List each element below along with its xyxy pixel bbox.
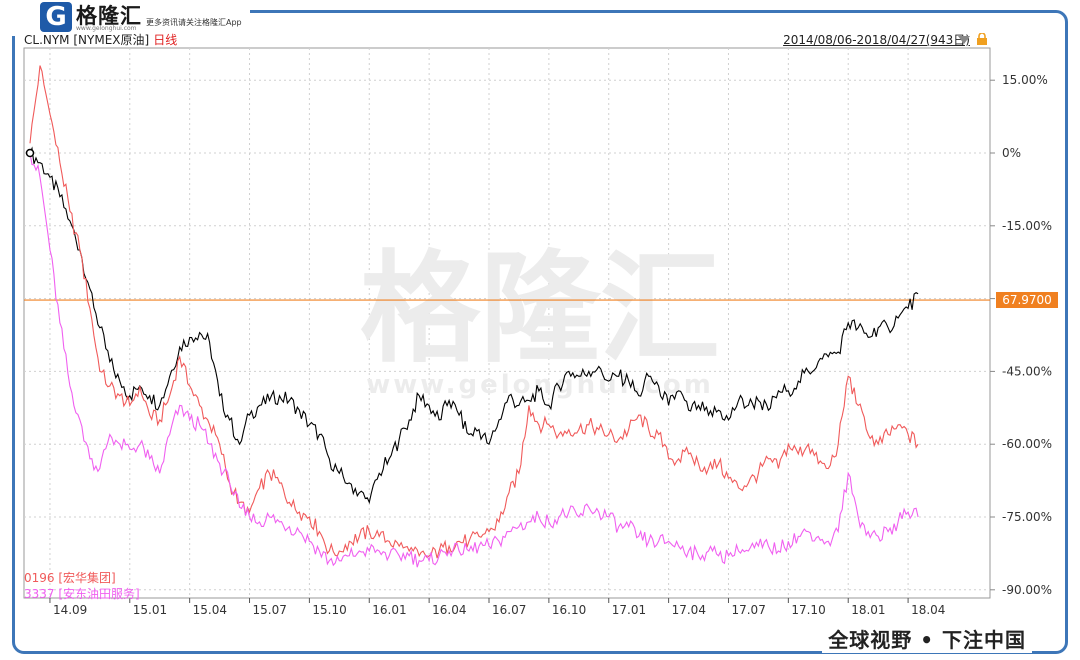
- current-price-label: 67.9700: [996, 292, 1058, 308]
- logo-mark-icon: G: [40, 2, 72, 32]
- instrument-label: CL.NYM [NYMEX原油]: [24, 33, 150, 47]
- footer-slogan: 全球视野 • 下注中国: [822, 624, 1032, 653]
- chart-frame: [12, 10, 1068, 654]
- period-label: 日线: [153, 33, 178, 47]
- legend-item-3337: 3337 [安东油田服务]: [24, 587, 140, 601]
- brand-logo: G 格隆汇 www.gelonghui.com 更多资讯请关注格隆汇App: [10, 0, 250, 36]
- date-range[interactable]: 2014/08/06-2018/04/27(943日): [783, 33, 970, 47]
- chart-legend: 0196 [宏华集团] 3337 [安东油田服务]: [24, 570, 140, 602]
- logo-name: 格隆汇: [76, 4, 142, 28]
- lock-icon[interactable]: [976, 33, 988, 45]
- logo-url: www.gelonghui.com: [76, 25, 137, 32]
- logo-slogan: 更多资讯请关注格隆汇App: [146, 18, 242, 27]
- legend-item-0196: 0196 [宏华集团]: [24, 571, 116, 585]
- dropdown-arrow-icon[interactable]: [958, 36, 970, 44]
- chart-title: CL.NYM [NYMEX原油] 日线: [24, 31, 177, 48]
